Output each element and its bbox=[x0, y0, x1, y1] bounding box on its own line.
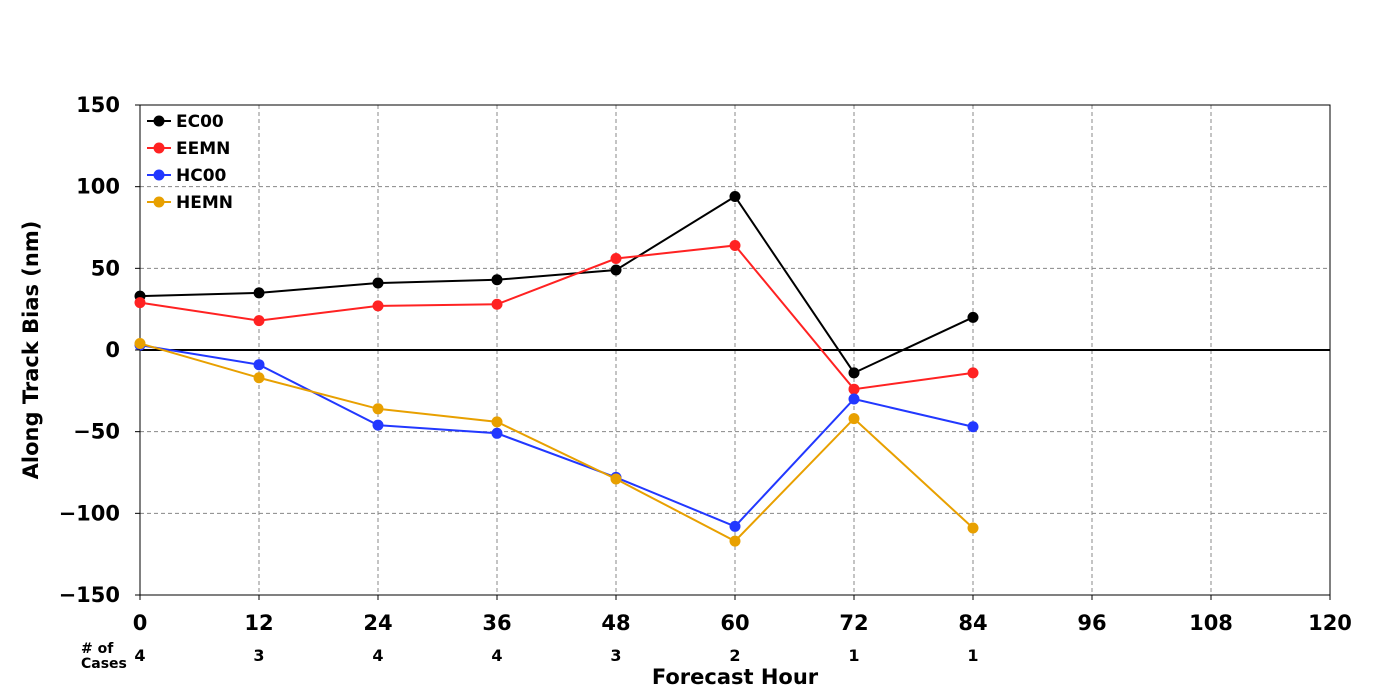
y-tick-label: −150 bbox=[59, 583, 120, 607]
data-point bbox=[491, 416, 503, 428]
legend: EC00 EEMN HC00 HEMN bbox=[147, 112, 233, 213]
series-eemn bbox=[134, 239, 979, 395]
cases-label-line1: # of bbox=[81, 641, 114, 657]
data-point bbox=[848, 383, 860, 395]
data-point bbox=[848, 413, 860, 425]
x-tick-labels: 0 12 24 36 48 60 72 84 96 108 120 bbox=[133, 595, 1352, 635]
x-tick-label: 36 bbox=[482, 611, 511, 635]
data-point bbox=[967, 311, 979, 323]
legend-marker bbox=[153, 115, 165, 127]
data-point bbox=[848, 393, 860, 405]
data-point bbox=[967, 522, 979, 534]
data-point bbox=[253, 315, 265, 327]
data-point bbox=[729, 239, 741, 251]
x-tick-label: 84 bbox=[958, 611, 987, 635]
y-tick-label: 150 bbox=[76, 93, 120, 117]
legend-label: EC00 bbox=[176, 112, 224, 132]
legend-item-hc00: HC00 bbox=[147, 166, 227, 186]
legend-label: EEMN bbox=[176, 139, 230, 159]
data-point bbox=[967, 367, 979, 379]
data-point bbox=[134, 297, 146, 309]
cases-label-line2: Cases bbox=[81, 656, 127, 672]
data-point bbox=[253, 372, 265, 384]
case-count: 3 bbox=[610, 646, 621, 665]
y-tick-label: 0 bbox=[105, 338, 120, 362]
x-tick-label: 108 bbox=[1189, 611, 1233, 635]
data-point bbox=[491, 427, 503, 439]
case-count: 1 bbox=[967, 646, 978, 665]
data-point bbox=[134, 337, 146, 349]
x-tick-label: 60 bbox=[720, 611, 749, 635]
data-point bbox=[372, 419, 384, 431]
case-count: 1 bbox=[848, 646, 859, 665]
x-tick-label: 12 bbox=[244, 611, 273, 635]
data-point bbox=[610, 264, 622, 276]
data-point bbox=[610, 253, 622, 265]
y-axis-title: Along Track Bias (nm) bbox=[19, 221, 43, 480]
data-point bbox=[372, 277, 384, 289]
series-group bbox=[134, 190, 979, 547]
data-point bbox=[729, 520, 741, 532]
cases-row: 4 3 4 4 3 2 1 1 bbox=[134, 646, 978, 665]
legend-item-hemn: HEMN bbox=[147, 193, 233, 213]
data-point bbox=[491, 298, 503, 310]
y-tick-labels: −150 −100 −50 0 50 100 150 bbox=[59, 93, 140, 607]
legend-marker bbox=[153, 169, 165, 181]
series-line bbox=[139, 344, 974, 528]
data-point bbox=[253, 287, 265, 299]
data-point bbox=[967, 421, 979, 433]
x-tick-label: 96 bbox=[1077, 611, 1106, 635]
series-hemn bbox=[134, 337, 979, 547]
case-count: 4 bbox=[491, 646, 502, 665]
series-line bbox=[139, 195, 974, 375]
data-point bbox=[372, 300, 384, 312]
y-tick-label: 100 bbox=[76, 175, 120, 199]
y-tick-label: 50 bbox=[91, 256, 120, 280]
data-point bbox=[491, 274, 503, 286]
x-axis-title: Forecast Hour bbox=[652, 665, 819, 689]
x-tick-label: 24 bbox=[363, 611, 392, 635]
x-tick-label: 0 bbox=[133, 611, 148, 635]
data-point bbox=[729, 190, 741, 202]
legend-item-eemn: EEMN bbox=[147, 139, 230, 159]
data-point bbox=[729, 535, 741, 547]
case-count: 4 bbox=[134, 646, 145, 665]
legend-marker bbox=[153, 142, 165, 154]
y-tick-label: −50 bbox=[73, 420, 120, 444]
data-point bbox=[610, 473, 622, 485]
x-tick-label: 72 bbox=[839, 611, 868, 635]
case-count: 3 bbox=[253, 646, 264, 665]
y-tick-label: −100 bbox=[59, 501, 120, 525]
x-tick-label: 120 bbox=[1308, 611, 1352, 635]
legend-label: HC00 bbox=[176, 166, 227, 186]
data-point bbox=[253, 359, 265, 371]
case-count: 2 bbox=[729, 646, 740, 665]
legend-label: HEMN bbox=[176, 193, 233, 213]
case-count: 4 bbox=[372, 646, 383, 665]
data-point bbox=[848, 367, 860, 379]
series-line bbox=[139, 342, 974, 543]
x-tick-label: 48 bbox=[601, 611, 630, 635]
data-point bbox=[372, 403, 384, 415]
series-line bbox=[139, 244, 974, 391]
legend-marker bbox=[153, 196, 165, 208]
legend-item-ec00: EC00 bbox=[147, 112, 224, 132]
